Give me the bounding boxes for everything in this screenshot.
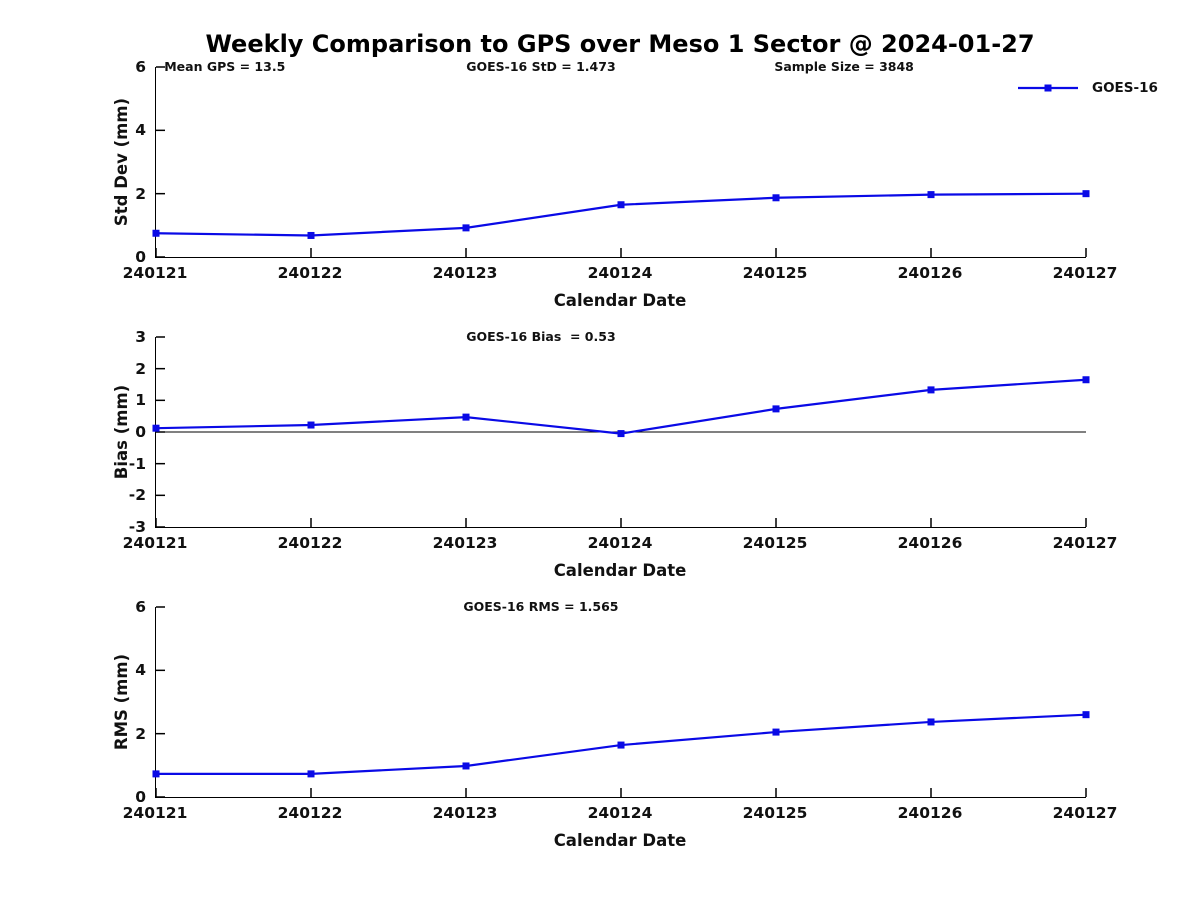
y-tick-label: 3 — [135, 328, 146, 346]
x-tick-label: 240123 — [432, 534, 498, 552]
annotation-text: Sample Size = 3848 — [774, 59, 914, 74]
x-tick-label: 240122 — [277, 534, 343, 552]
subplot-rms: RMS (mm) 0 2 4 6 240121 240122 240123 240124 2401… — [0, 598, 1200, 867]
y-tick-label: 6 — [135, 598, 146, 616]
chart-canvas — [152, 66, 1090, 258]
x-tick-label: 240125 — [742, 534, 808, 552]
x-tick-label: 240121 — [122, 264, 188, 282]
x-tick-label: 240124 — [587, 804, 653, 822]
y-axis-label: Std Dev (mm) — [112, 97, 131, 227]
data-point-marker — [1082, 711, 1090, 719]
y-tick-label: -2 — [128, 486, 146, 505]
annotation-text: Mean GPS = 13.5 — [164, 59, 286, 74]
x-tick-label: 240126 — [897, 804, 963, 822]
y-tick-label: 0 — [135, 248, 146, 266]
y-tick-label: -3 — [128, 518, 146, 536]
data-point-marker — [152, 229, 160, 237]
subplot-bias: Bias (mm) -3 -2 -1 0 1 2 3 240121 240122 240123 240… — [0, 328, 1200, 597]
y-tick-label: 6 — [135, 58, 146, 76]
goes16-line — [155, 192, 1087, 237]
y-tick-label: 2 — [135, 359, 146, 378]
x-tick-label: 240126 — [897, 264, 963, 282]
data-point-marker — [462, 762, 470, 770]
goes16-line — [155, 378, 1087, 435]
y-tick-label: 2 — [135, 724, 146, 743]
x-tick-label: 240121 — [122, 534, 188, 552]
y-tick-label: 2 — [135, 184, 146, 203]
x-tick-label: 240126 — [897, 534, 963, 552]
x-tick-label: 240124 — [587, 264, 653, 282]
figure-title: Weekly Comparison to GPS over Meso 1 Sec… — [205, 30, 1035, 58]
x-axis-label: Calendar Date — [553, 561, 687, 580]
legend: GOES-16 — [1016, 80, 1158, 96]
x-tick-label: 240127 — [1052, 804, 1118, 822]
y-tick-label: 4 — [135, 661, 146, 680]
annotation-text: GOES-16 RMS = 1.565 — [463, 599, 619, 614]
chart-canvas — [152, 606, 1090, 798]
y-tick-label: 0 — [135, 423, 146, 441]
x-tick-label: 240125 — [742, 804, 808, 822]
plot-area — [152, 336, 1090, 528]
data-point-marker — [927, 718, 935, 726]
plot-area — [152, 606, 1090, 798]
x-tick-label: 240127 — [1052, 534, 1118, 552]
data-point-marker — [152, 770, 160, 778]
data-point-marker — [927, 386, 935, 394]
data-point-marker — [462, 413, 470, 421]
data-point-marker — [462, 224, 470, 232]
x-axis-label: Calendar Date — [553, 831, 687, 850]
data-point-marker — [617, 430, 625, 438]
x-tick-label: 240127 — [1052, 264, 1118, 282]
y-tick-label: 4 — [135, 121, 146, 140]
x-tick-label: 240123 — [432, 264, 498, 282]
data-point-marker — [307, 231, 315, 239]
subplot-stddev: Std Dev (mm) 0 2 4 6 240121 240122 240123 240124… — [0, 58, 1200, 327]
x-tick-label: 240124 — [587, 534, 653, 552]
y-tick-label: 0 — [135, 788, 146, 806]
legend-line-marker-icon — [1018, 84, 1078, 92]
data-point-marker — [772, 728, 780, 736]
x-axis-label: Calendar Date — [553, 291, 687, 310]
data-point-marker — [617, 201, 625, 209]
data-point-marker — [307, 421, 315, 429]
x-tick-label: 240123 — [432, 804, 498, 822]
chart-canvas — [152, 336, 1090, 528]
data-point-marker — [617, 741, 625, 749]
legend-label: GOES-16 — [1092, 80, 1158, 96]
plot-area — [152, 66, 1090, 258]
data-point-marker — [927, 191, 935, 199]
y-tick-label: 1 — [135, 391, 146, 410]
annotation-text: GOES-16 Bias = 0.53 — [466, 329, 616, 344]
x-tick-label: 240122 — [277, 264, 343, 282]
x-tick-label: 240122 — [277, 804, 343, 822]
y-tick-label: -1 — [128, 454, 146, 473]
data-point-marker — [1082, 190, 1090, 198]
x-tick-label: 240121 — [122, 804, 188, 822]
data-point-marker — [1082, 376, 1090, 384]
data-point-marker — [152, 424, 160, 432]
annotation-text: GOES-16 StD = 1.473 — [466, 59, 616, 74]
y-axis-label: RMS (mm) — [112, 653, 131, 751]
data-point-marker — [307, 770, 315, 778]
x-tick-label: 240125 — [742, 264, 808, 282]
data-point-marker — [772, 405, 780, 413]
data-point-marker — [772, 194, 780, 202]
